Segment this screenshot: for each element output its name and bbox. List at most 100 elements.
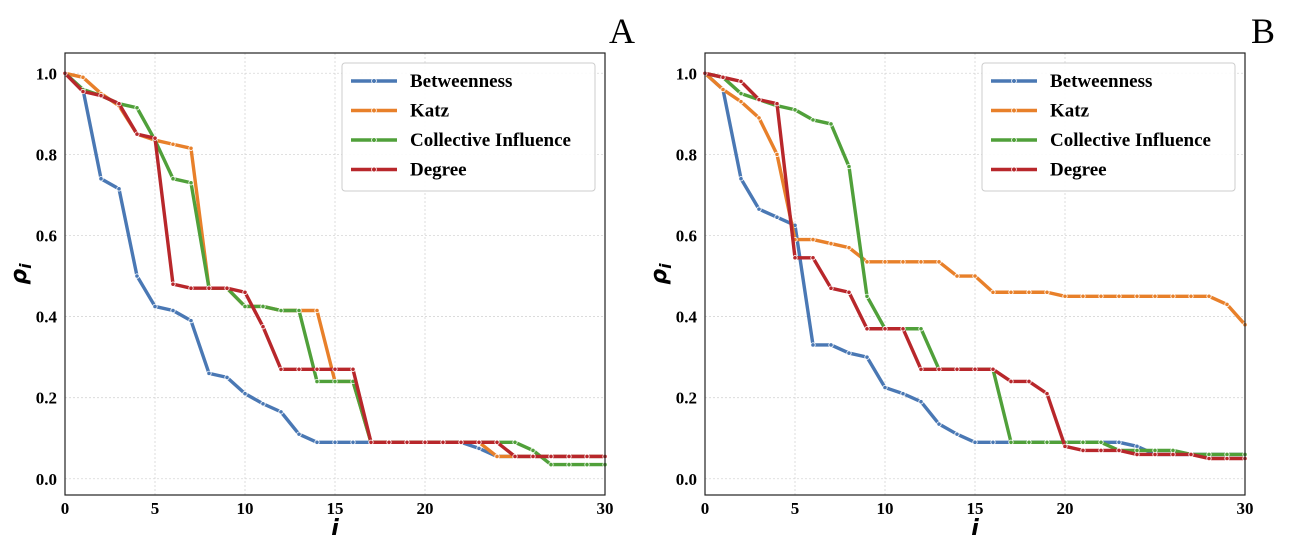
- data-point: [954, 431, 960, 437]
- legend-marker: [371, 137, 377, 143]
- data-point: [954, 366, 960, 372]
- data-point: [882, 326, 888, 332]
- legend-box: [341, 62, 596, 192]
- data-point: [134, 105, 140, 111]
- legend-marker: [371, 107, 377, 114]
- legend-item: Betweenness: [991, 71, 1152, 92]
- data-point: [738, 78, 744, 84]
- x-axis-label: i: [331, 516, 339, 538]
- y-tick-label: 0.8: [676, 145, 697, 164]
- data-point: [152, 303, 158, 310]
- x-tick-label: 30: [597, 499, 614, 518]
- chart-panel-b: 0 5 10 15 20 30 0.0 0.2 0.4 0.6 0.8 1.0 i ρi B Betweenn…: [640, 0, 1290, 538]
- series-degree: [62, 70, 608, 460]
- data-point: [404, 439, 410, 445]
- data-point: [1170, 293, 1176, 299]
- panel-label: B: [1251, 11, 1275, 51]
- data-point: [1044, 439, 1050, 445]
- data-point: [720, 74, 726, 80]
- data-point: [206, 285, 212, 291]
- data-point: [918, 326, 924, 332]
- data-point: [1026, 378, 1032, 385]
- y-tick-label: 0.2: [676, 389, 697, 408]
- data-point: [1026, 439, 1032, 445]
- data-point: [900, 259, 906, 265]
- data-point: [494, 439, 500, 445]
- data-point: [990, 289, 996, 295]
- y-tick-label: 0.8: [36, 145, 57, 164]
- data-point: [810, 255, 816, 261]
- legend-marker: [371, 166, 377, 173]
- data-point: [422, 439, 428, 445]
- plot-frame: [64, 52, 606, 496]
- data-point: [80, 88, 86, 95]
- y-tick-label: 0.2: [36, 389, 57, 408]
- data-point: [864, 354, 870, 360]
- data-point: [440, 439, 446, 445]
- data-point: [278, 307, 284, 314]
- data-point: [738, 90, 744, 97]
- data-point: [314, 439, 320, 445]
- data-point: [314, 366, 320, 372]
- data-point: [900, 326, 906, 332]
- data-point: [584, 453, 590, 460]
- data-point: [1188, 451, 1194, 458]
- data-point: [188, 145, 194, 151]
- chart-svg-b: 0 5 10 15 20 30 0.0 0.2 0.4 0.6 0.8 1.0 i ρi B Betweenn…: [647, 11, 1275, 538]
- legend-marker: [371, 78, 377, 84]
- data-point: [170, 176, 176, 182]
- data-point: [972, 273, 978, 279]
- data-point: [548, 453, 554, 460]
- data-point: [1044, 289, 1050, 295]
- data-point: [1008, 439, 1014, 445]
- x-tick-label: 10: [877, 499, 894, 518]
- data-point: [278, 366, 284, 372]
- data-point: [792, 107, 798, 113]
- data-point: [170, 307, 176, 314]
- y-tick-label: 0.6: [36, 226, 57, 245]
- data-point: [260, 303, 266, 310]
- x-tick-label: 15: [327, 499, 344, 518]
- legend-label: Collective Influence: [410, 130, 571, 151]
- legend-marker: [1011, 107, 1017, 114]
- x-tick-label: 15: [967, 499, 984, 518]
- data-point: [846, 289, 852, 295]
- chart-svg-a: 0 5 10 15 20 30 0.0 0.2 0.4 0.6 0.8 1.0 i ρi A Betweenn…: [7, 11, 635, 538]
- data-point: [990, 439, 996, 445]
- data-point: [548, 461, 554, 468]
- data-point: [278, 409, 284, 415]
- legend-item: Degree: [351, 160, 467, 181]
- data-point: [1026, 289, 1032, 295]
- legend-item: Collective Influence: [991, 130, 1211, 151]
- data-point: [530, 453, 536, 460]
- data-point: [1116, 293, 1122, 299]
- data-point: [1098, 293, 1104, 299]
- data-point: [1224, 455, 1230, 462]
- legend-box: [981, 62, 1236, 192]
- data-point: [918, 259, 924, 265]
- legend-marker: [1011, 137, 1017, 143]
- legend-marker: [1011, 78, 1017, 84]
- data-point: [972, 439, 978, 445]
- x-tick-label: 5: [791, 499, 800, 518]
- data-point: [566, 461, 572, 468]
- data-point: [512, 439, 518, 445]
- data-point: [936, 421, 942, 427]
- data-point: [1152, 451, 1158, 458]
- data-point: [1008, 378, 1014, 385]
- legend-label: Betweenness: [410, 71, 512, 92]
- legend: Betweenness Katz Collective Influence Degre…: [981, 62, 1236, 192]
- data-point: [828, 285, 834, 291]
- data-point: [900, 391, 906, 397]
- data-point: [242, 391, 248, 397]
- data-point: [864, 259, 870, 265]
- data-point: [296, 431, 302, 437]
- x-tick-label: 0: [701, 499, 710, 518]
- data-point: [846, 350, 852, 356]
- data-point: [828, 342, 834, 348]
- data-point: [1098, 447, 1104, 453]
- legend-item: Collective Influence: [351, 130, 571, 151]
- y-tick-label: 1.0: [676, 64, 697, 83]
- data-point: [918, 366, 924, 372]
- plot-frame: [704, 52, 1246, 496]
